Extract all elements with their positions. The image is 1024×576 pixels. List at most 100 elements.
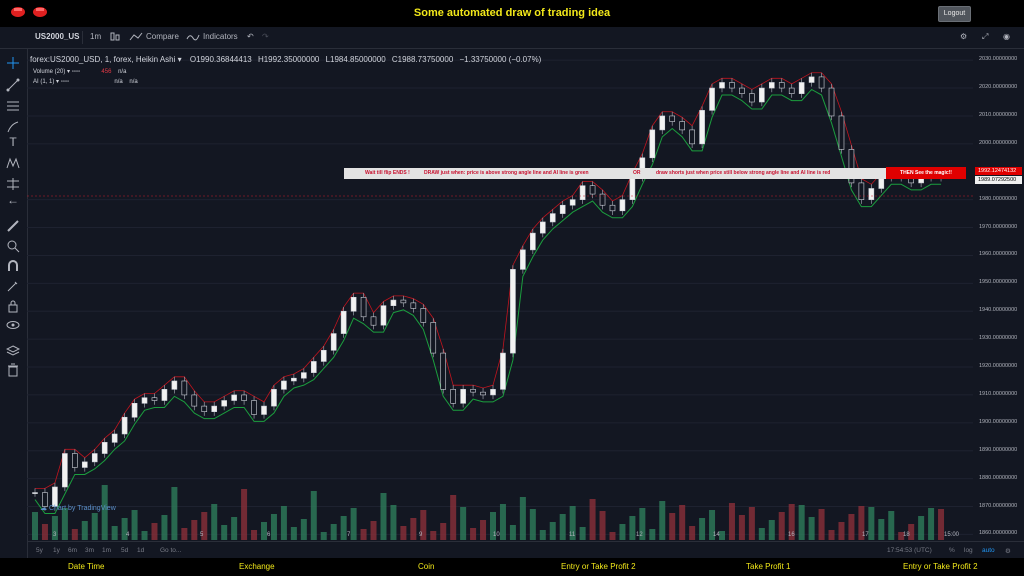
time-axis-label: 16 xyxy=(788,532,795,538)
goto-button[interactable]: Go to... xyxy=(160,547,182,554)
lock-icon[interactable] xyxy=(6,299,20,313)
candle-body xyxy=(301,372,307,379)
price-axis-label: 1880.00000000 xyxy=(979,474,1018,481)
candle-body xyxy=(878,177,885,189)
volume-bar xyxy=(141,531,148,540)
volume-label[interactable]: Volume (20) xyxy=(33,69,66,75)
drawing-toolbar: T ← xyxy=(0,49,28,558)
range-1m[interactable]: 1m xyxy=(102,547,112,554)
volume-bar xyxy=(61,508,68,540)
ai-legend-controls[interactable]: ▫▫▫▫ xyxy=(60,79,70,85)
pattern-icon[interactable] xyxy=(6,156,20,170)
legend-controls[interactable]: ▫▫▫▫ xyxy=(71,69,81,75)
volume-bar xyxy=(470,528,477,540)
range-1d[interactable]: 1d xyxy=(137,547,145,554)
brush-icon[interactable] xyxy=(6,120,20,134)
volume-bar xyxy=(91,513,98,540)
range-1y[interactable]: 1y xyxy=(53,547,60,554)
candle-body xyxy=(291,377,297,382)
candle-body xyxy=(181,380,188,396)
log-toggle[interactable]: log xyxy=(964,547,973,554)
volume-bar xyxy=(201,512,208,540)
volume-bar xyxy=(728,503,735,540)
volume-bar xyxy=(71,529,78,540)
candle-body xyxy=(231,394,237,401)
layers-icon[interactable] xyxy=(6,344,20,358)
candle-body xyxy=(350,296,357,312)
volume-bar xyxy=(738,515,745,540)
volume-bar xyxy=(499,504,506,540)
candle-body xyxy=(788,87,795,94)
fullscreen-icon[interactable]: ⤢ xyxy=(982,32,989,41)
zoom-icon[interactable] xyxy=(6,239,20,253)
indicators-button[interactable]: Indicators xyxy=(203,32,238,41)
time-axis-label: 9 xyxy=(419,532,423,538)
price-axis-label: 1910.00000000 xyxy=(979,390,1018,397)
range-6m[interactable]: 6m xyxy=(68,547,78,554)
ai-legend: AI (1, 1) ▾ ▫▫▫▫ n/a n/a xyxy=(33,79,138,85)
candle-body xyxy=(510,269,516,354)
price-axis-label: 1960.00000000 xyxy=(979,251,1018,258)
trash-icon[interactable] xyxy=(6,363,20,377)
footer-entry-2: Entry or Take Profit 2 xyxy=(903,562,978,571)
volume-bar xyxy=(509,525,516,540)
volume-bar xyxy=(539,530,546,540)
prediction-icon[interactable] xyxy=(6,177,20,191)
legend-title[interactable]: forex:US2000_USD, 1, forex, Heikin Ashi xyxy=(30,55,176,64)
lock-draw-icon[interactable] xyxy=(6,279,20,293)
ai-label[interactable]: AI (1, 1) xyxy=(33,79,55,85)
volume-legend: Volume (20) ▾ ▫▫▫▫ 456 n/a xyxy=(33,69,127,75)
range-5d[interactable]: 5d xyxy=(121,547,129,554)
logout-button[interactable]: Logout xyxy=(938,6,971,22)
compare-button[interactable]: Compare xyxy=(146,32,179,41)
volume-bar xyxy=(868,507,875,540)
candle-body xyxy=(241,394,247,401)
auto-toggle[interactable]: auto xyxy=(982,547,995,554)
volume-bar xyxy=(788,504,795,540)
settings-icon[interactable]: ⚙ xyxy=(960,32,968,41)
banner-text-3: OR xyxy=(633,170,641,176)
candle-body xyxy=(91,453,98,463)
volume-bar xyxy=(888,511,895,540)
fib-icon[interactable] xyxy=(6,99,20,113)
banner-text-1: Wait till flip ENDS ! xyxy=(365,170,410,176)
volume-bar xyxy=(231,517,238,540)
candle-body xyxy=(669,115,676,122)
candle-body xyxy=(808,76,815,83)
camera-icon[interactable]: ◉ xyxy=(1003,32,1010,41)
undo-icon[interactable]: ↶ xyxy=(247,32,254,41)
crosshair-icon[interactable] xyxy=(6,56,20,70)
volume-bar xyxy=(808,517,815,540)
range-3m[interactable]: 3m xyxy=(85,547,95,554)
redo-icon[interactable]: ↷ xyxy=(262,32,269,41)
price-axis-label: 1970.00000000 xyxy=(979,223,1018,230)
percent-toggle[interactable]: % xyxy=(949,547,955,554)
volume-bar xyxy=(699,518,706,540)
volume-bar xyxy=(748,507,755,540)
eye-icon[interactable] xyxy=(6,318,20,332)
candle-body xyxy=(42,492,48,507)
symbol-search[interactable]: US2000_US xyxy=(35,32,80,41)
volume-bar xyxy=(121,518,128,540)
volume-bar xyxy=(768,520,775,540)
time-axis-label: 18 xyxy=(903,532,910,538)
candle-body xyxy=(131,403,138,418)
trend-line-icon[interactable] xyxy=(6,78,20,92)
candle-body xyxy=(490,389,496,396)
text-tool-icon[interactable]: T xyxy=(9,135,17,149)
price-chart[interactable] xyxy=(27,49,973,540)
magnet-icon[interactable] xyxy=(6,259,20,273)
range-5y[interactable]: 5y xyxy=(36,547,43,554)
candle-body xyxy=(410,302,417,309)
candle-body xyxy=(569,199,576,206)
axis-settings-icon[interactable]: ⚙ xyxy=(1005,548,1011,555)
volume-bar xyxy=(181,528,188,540)
volume-bar xyxy=(918,516,925,540)
time-axis-label: 12 xyxy=(636,532,643,538)
chart-type-icon[interactable] xyxy=(110,31,120,43)
ruler-icon[interactable] xyxy=(6,219,20,233)
volume-bar xyxy=(171,487,178,540)
interval-button[interactable]: 1m xyxy=(90,32,102,41)
back-arrow-icon[interactable]: ← xyxy=(7,193,19,207)
candle-body xyxy=(848,149,855,184)
